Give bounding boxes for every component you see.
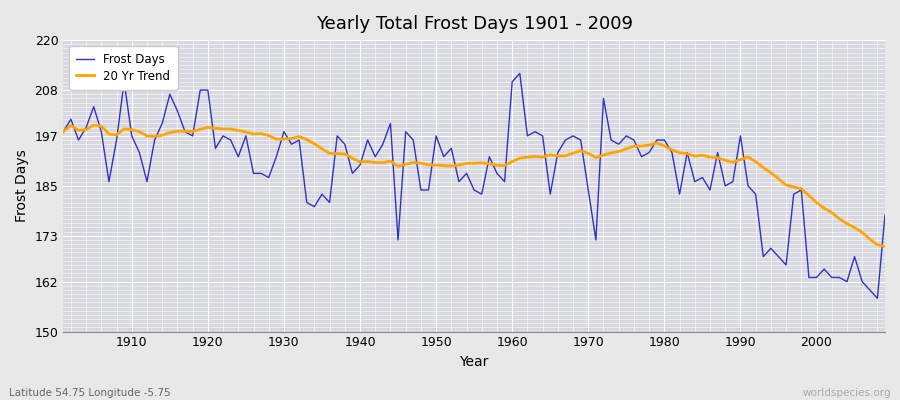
Frost Days bbox=[58, 129, 68, 134]
Frost Days bbox=[879, 212, 890, 217]
Frost Days bbox=[507, 79, 517, 84]
20 Yr Trend bbox=[58, 129, 68, 134]
Frost Days bbox=[606, 138, 616, 142]
Text: worldspecies.org: worldspecies.org bbox=[803, 388, 891, 398]
Frost Days bbox=[286, 142, 297, 147]
Frost Days bbox=[119, 79, 130, 84]
20 Yr Trend bbox=[507, 159, 517, 164]
Legend: Frost Days, 20 Yr Trend: Frost Days, 20 Yr Trend bbox=[69, 46, 177, 90]
Frost Days bbox=[500, 179, 510, 184]
20 Yr Trend bbox=[126, 127, 137, 132]
20 Yr Trend bbox=[606, 150, 616, 155]
Line: 20 Yr Trend: 20 Yr Trend bbox=[63, 125, 885, 246]
20 Yr Trend bbox=[339, 152, 350, 156]
20 Yr Trend bbox=[88, 123, 99, 128]
X-axis label: Year: Year bbox=[460, 355, 489, 369]
Line: Frost Days: Frost Days bbox=[63, 74, 885, 298]
Frost Days bbox=[332, 134, 343, 138]
Title: Yearly Total Frost Days 1901 - 2009: Yearly Total Frost Days 1901 - 2009 bbox=[316, 15, 633, 33]
Text: Latitude 54.75 Longitude -5.75: Latitude 54.75 Longitude -5.75 bbox=[9, 388, 171, 398]
20 Yr Trend bbox=[515, 156, 526, 160]
Y-axis label: Frost Days: Frost Days bbox=[15, 150, 29, 222]
Frost Days bbox=[515, 71, 526, 76]
Frost Days bbox=[872, 296, 883, 301]
20 Yr Trend bbox=[879, 244, 890, 249]
20 Yr Trend bbox=[293, 134, 304, 139]
